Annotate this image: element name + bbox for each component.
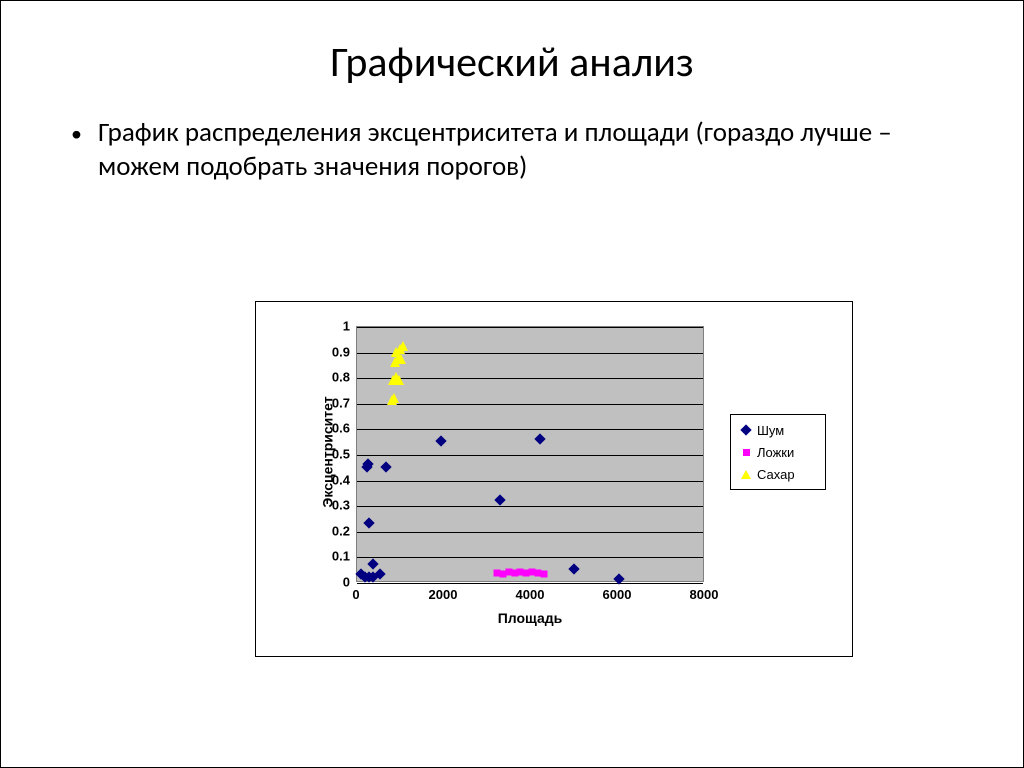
x-axis-label: Площадь [356,610,704,626]
bullet-area: • График распределения эксцентриситета и… [1,116,1023,184]
gridline [357,327,703,328]
gridline [357,404,703,405]
gridline [357,557,703,558]
gridline [357,455,703,456]
x-tick-label: 0 [352,587,359,602]
bullet-text: График распределения эксцентриситета и п… [98,116,963,184]
legend-label: Ложки [757,445,794,460]
y-tick-label: 0 [302,575,350,590]
y-tick-label: 0.4 [302,472,350,487]
data-point [394,375,404,385]
legend-marker-icon [735,449,757,456]
bullet-item: • График распределения эксцентриситета и… [71,116,963,184]
gridline [357,583,703,584]
y-tick-label: 0.5 [302,447,350,462]
legend-item: Сахар [735,463,821,485]
legend-marker-icon [735,426,757,434]
y-tick-label: 1 [302,319,350,334]
y-tick-label: 0.9 [302,344,350,359]
legend-item: Шум [735,419,821,441]
gridline [357,481,703,482]
gridline [357,506,703,507]
legend: Шум Ложки Сахар [730,414,826,490]
x-tick-label: 4000 [516,587,545,602]
legend-label: Сахар [757,467,795,482]
legend-label: Шум [757,423,784,438]
slide-title: Графический анализ [1,1,1023,116]
plot-area [356,326,704,582]
y-tick-label: 0.8 [302,370,350,385]
y-tick-label: 0.1 [302,549,350,564]
x-tick-label: 8000 [690,587,719,602]
bullet-dot-icon: • [71,116,98,148]
gridline [357,532,703,533]
legend-item: Ложки [735,441,821,463]
y-tick-label: 0.2 [302,523,350,538]
data-point [389,393,399,403]
gridline [357,353,703,354]
y-tick-label: 0.7 [302,395,350,410]
scatter-chart: Эксцентриситет Площадь ШумЛожкиСахар 00.… [255,301,853,657]
gridline [357,378,703,379]
gridline [357,429,703,430]
x-tick-label: 2000 [429,587,458,602]
legend-marker-icon [735,470,757,479]
y-tick-label: 0.6 [302,421,350,436]
data-point [398,341,408,351]
x-tick-label: 6000 [603,587,632,602]
data-point [540,571,547,578]
y-tick-label: 0.3 [302,498,350,513]
